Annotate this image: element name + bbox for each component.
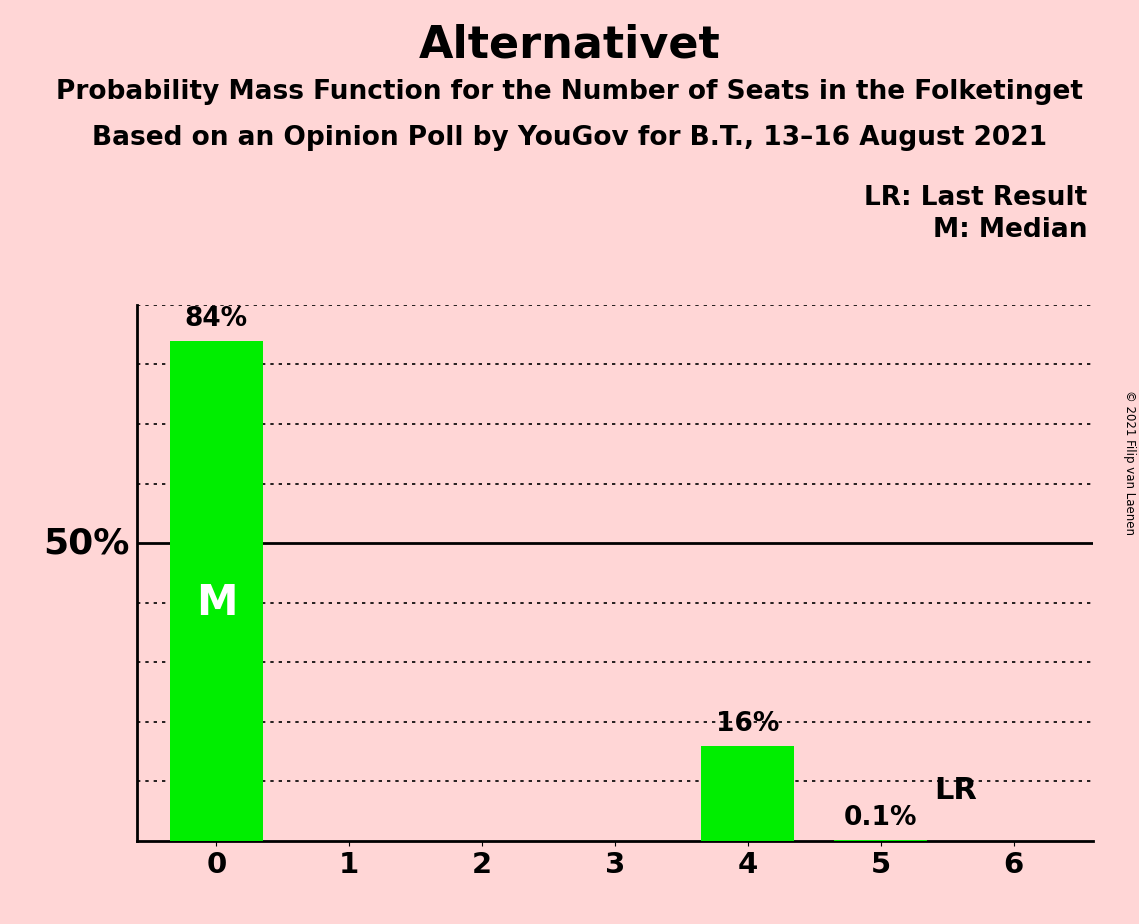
- Text: M: M: [196, 581, 237, 624]
- Text: Probability Mass Function for the Number of Seats in the Folketinget: Probability Mass Function for the Number…: [56, 79, 1083, 104]
- Text: 50%: 50%: [43, 526, 130, 560]
- Text: LR: Last Result: LR: Last Result: [865, 185, 1088, 211]
- Text: M: Median: M: Median: [933, 217, 1088, 243]
- Text: LR: LR: [934, 775, 977, 805]
- Text: 16%: 16%: [716, 711, 779, 736]
- Text: 0.1%: 0.1%: [844, 806, 918, 832]
- Text: © 2021 Filip van Laenen: © 2021 Filip van Laenen: [1123, 390, 1137, 534]
- Text: 84%: 84%: [185, 306, 248, 332]
- Bar: [170, 341, 263, 841]
- Text: Based on an Opinion Poll by YouGov for B.T., 13–16 August 2021: Based on an Opinion Poll by YouGov for B…: [92, 125, 1047, 151]
- Bar: [702, 746, 795, 841]
- Text: Alternativet: Alternativet: [419, 23, 720, 67]
